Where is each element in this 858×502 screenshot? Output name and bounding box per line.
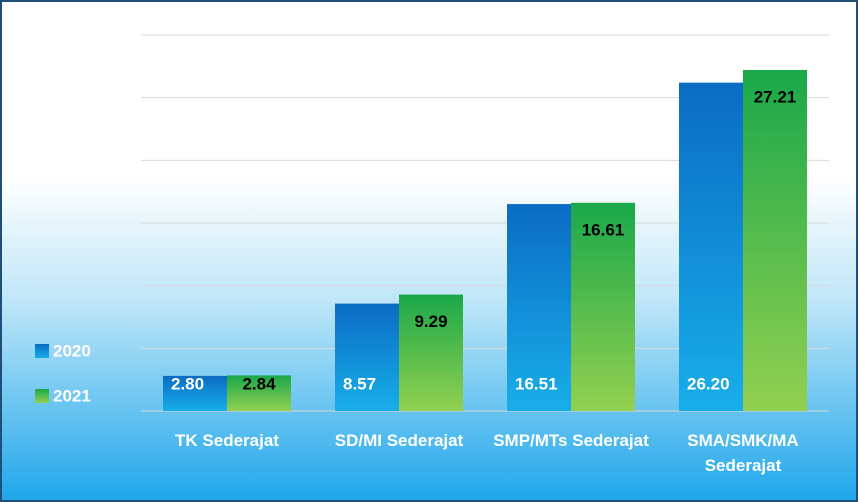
bar	[227, 375, 291, 411]
data-label: 27.21	[754, 87, 797, 106]
legend-swatch	[35, 389, 49, 403]
x-tick-label: SMA/SMK/MA Sederajat	[687, 431, 799, 475]
legend-label: 2020	[53, 341, 91, 360]
data-label: 16.61	[582, 220, 625, 239]
data-label: 26.20	[687, 374, 730, 393]
data-label: 8.57	[343, 374, 376, 393]
data-label: 9.29	[414, 312, 447, 331]
data-label: 2.80	[171, 374, 204, 393]
bar	[679, 82, 743, 412]
legend-label: 2021	[53, 386, 91, 405]
bar	[743, 69, 807, 411]
bar	[571, 202, 635, 411]
x-tick-label: TK Sederajat	[175, 431, 279, 450]
bar	[163, 375, 227, 411]
data-label: 2.84	[242, 374, 276, 393]
bar	[335, 303, 399, 411]
x-tick-label: SMP/MTs Sederajat	[493, 431, 649, 450]
x-tick-label: SD/MI Sederajat	[334, 431, 464, 450]
bar	[507, 204, 571, 411]
legend-swatch	[35, 344, 49, 358]
bar	[399, 294, 463, 411]
data-label: 16.51	[515, 374, 558, 393]
